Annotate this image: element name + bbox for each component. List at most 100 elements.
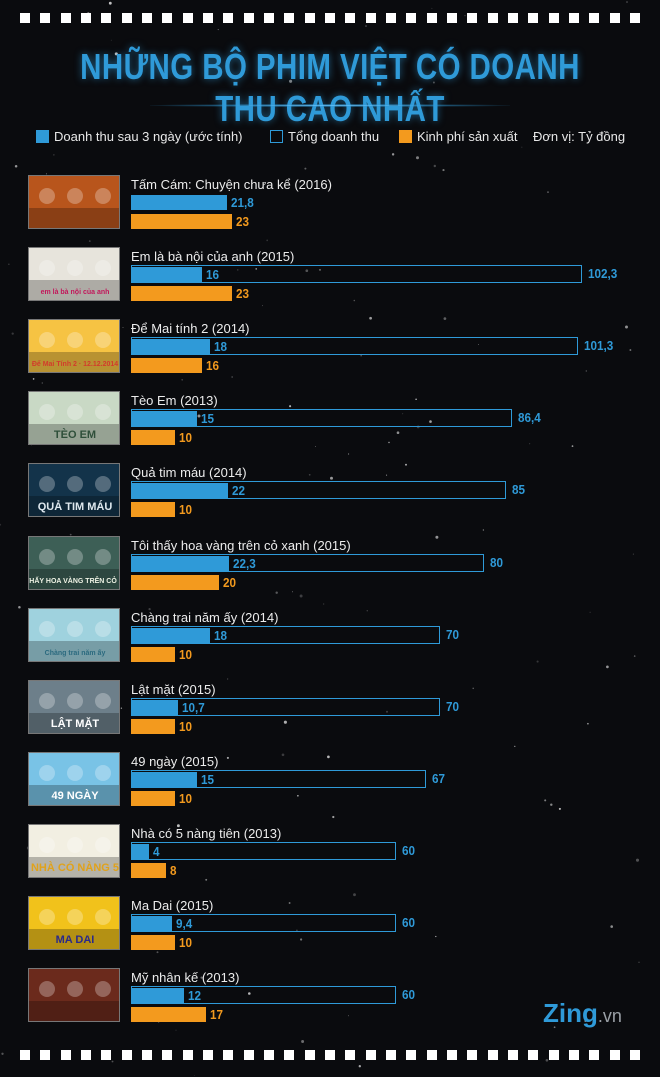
chart-row: Tấm Cám: Chuyện chưa kể (2016) 21,8 23 — [0, 175, 660, 237]
film-hole — [467, 13, 478, 23]
value-label-three-day: 15 — [201, 771, 215, 787]
star — [108, 1, 112, 5]
star — [114, 52, 118, 56]
value-label-three-day: 10,7 — [182, 699, 205, 715]
film-hole — [609, 13, 620, 23]
bar-budget — [131, 1007, 206, 1023]
value-label-total: 102,3 — [588, 266, 618, 282]
star — [482, 529, 485, 531]
star — [148, 607, 151, 611]
bar-three-day-revenue — [131, 699, 179, 715]
film-hole — [487, 13, 498, 23]
film-hole — [304, 13, 315, 23]
star — [215, 549, 217, 551]
star — [175, 1029, 177, 1031]
legend-label-three-day: Doanh thu sau 3 ngày (ước tính) — [54, 129, 243, 144]
star — [323, 603, 325, 605]
star — [8, 263, 10, 265]
movie-poster: Chàng trai năm ấy — [28, 607, 120, 662]
star — [353, 299, 356, 302]
star — [626, 1, 628, 3]
value-label-total: 60 — [401, 987, 415, 1003]
chart-title: NHỮNG BỘ PHIM VIỆT CÓ DOANH THU CAO NHẤT — [80, 46, 580, 129]
star — [193, 1075, 195, 1076]
star — [200, 976, 203, 979]
film-hole — [426, 13, 437, 23]
star — [571, 445, 574, 447]
star — [348, 453, 350, 455]
film-hole — [568, 1050, 579, 1060]
film-hole — [589, 1050, 600, 1060]
star — [289, 405, 292, 408]
film-hole — [263, 1050, 274, 1060]
film-strip-bottom — [20, 1049, 640, 1061]
bar-three-day-revenue — [131, 843, 149, 859]
poster-text: QUẢ TIM MÁU — [38, 500, 113, 513]
star — [464, 15, 466, 17]
film-hole — [446, 13, 457, 23]
movie-poster: MA DAI — [28, 896, 120, 950]
star — [156, 951, 159, 954]
star — [176, 824, 180, 828]
title-underline-glow — [150, 104, 510, 107]
star — [610, 925, 613, 928]
star — [433, 164, 437, 168]
chart-row: MA DAI Ma Dai (2015) 60 9,4 10 — [0, 896, 660, 958]
film-hole — [101, 1050, 112, 1060]
value-label-budget: 20 — [223, 574, 237, 590]
film-hole — [141, 1050, 152, 1060]
film-hole — [609, 1050, 620, 1060]
movie-poster: em là bà nội của anh — [28, 247, 120, 302]
film-hole — [507, 1050, 518, 1060]
film-hole — [40, 1050, 51, 1060]
star — [205, 878, 208, 881]
film-hole — [345, 13, 356, 23]
chart-row: LẬT MẶT Lật mặt (2015) 70 10,7 10 — [0, 679, 660, 742]
film-hole — [487, 1050, 498, 1060]
bar-budget — [131, 358, 202, 374]
value-label-three-day: 4 — [152, 843, 160, 859]
star — [300, 938, 303, 941]
star — [297, 794, 299, 797]
bar-budget — [131, 862, 167, 878]
star — [255, 268, 257, 270]
bar-three-day-revenue — [131, 411, 198, 427]
movie-poster: 49 NGÀY — [28, 751, 120, 806]
film-hole — [223, 1050, 234, 1060]
star — [443, 317, 447, 320]
film-hole — [365, 13, 376, 23]
star — [365, 25, 367, 27]
star — [553, 1026, 556, 1029]
unit-label: Đơn vị: Tỷ đồng — [533, 129, 626, 144]
film-hole — [446, 1050, 457, 1060]
star — [248, 992, 251, 995]
star — [632, 553, 634, 555]
bar-three-day-revenue — [131, 483, 228, 499]
film-hole — [365, 1050, 376, 1060]
value-label-budget: 10 — [179, 790, 193, 806]
movie-name: Tôi thấy hoa vàng trên cỏ xanh (2015) — [131, 537, 351, 553]
legend: Doanh thu sau 3 ngày (ước tính) Tổng doa… — [36, 129, 636, 147]
star — [410, 92, 413, 94]
movie-name: Tấm Cám: Chuyện chưa kể (2016) — [131, 177, 332, 192]
value-label-total: 60 — [401, 842, 415, 858]
movie-poster: QUẢ TIM MÁU — [28, 463, 120, 518]
star — [18, 605, 21, 609]
film-hole — [548, 13, 559, 23]
logo-suffix: .vn — [597, 1006, 622, 1026]
movie-name: Quả tim máu (2014) — [131, 465, 247, 481]
star — [638, 961, 640, 963]
poster-text: Để Mai Tính 2 · 12.12.2014 — [32, 360, 118, 368]
star — [442, 169, 445, 172]
star — [53, 154, 55, 156]
film-hole — [629, 1050, 640, 1060]
poster-text: TÈO EM — [54, 428, 96, 441]
film-hole — [263, 13, 274, 23]
movie-poster: TÔI THẤY HOA VÀNG TRÊN CỎ XANH — [28, 535, 120, 590]
bar-three-day-revenue — [131, 916, 173, 931]
legend-swatch-three-day — [36, 130, 49, 143]
star — [558, 807, 561, 810]
star — [69, 533, 72, 536]
film-hole — [589, 13, 600, 23]
